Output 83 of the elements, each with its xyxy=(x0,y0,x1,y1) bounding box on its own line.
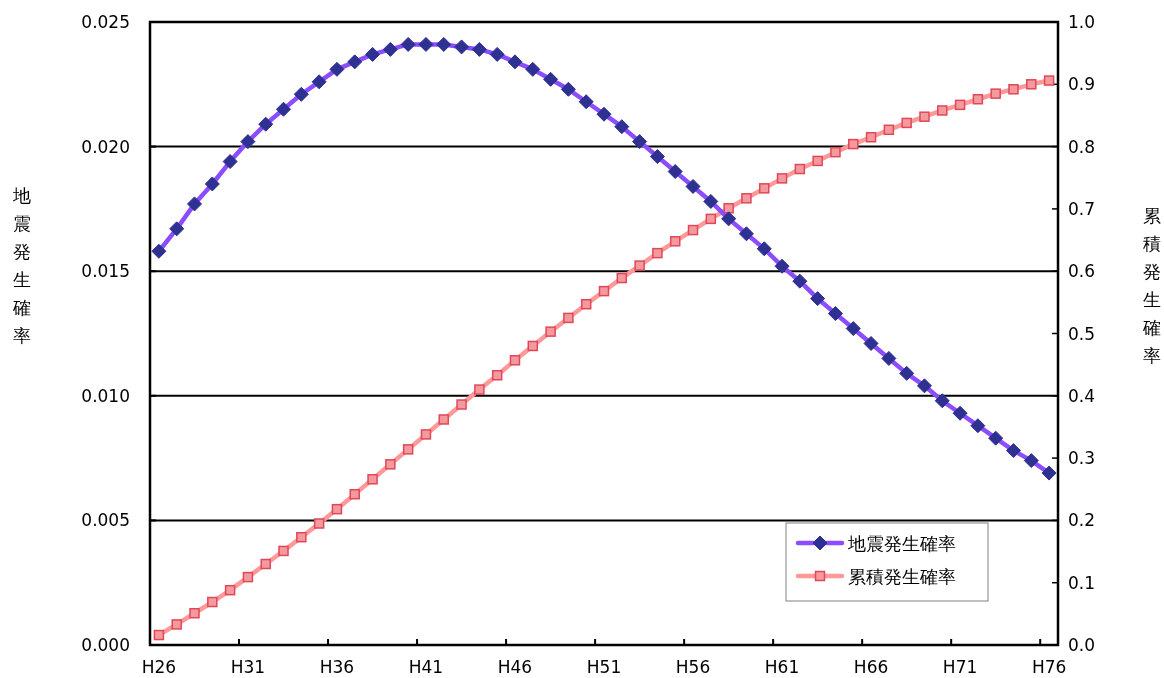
y-tick-label: 0.000 xyxy=(81,635,130,655)
y2-tick-label: 0.4 xyxy=(1068,385,1096,406)
point xyxy=(331,503,343,515)
point xyxy=(669,236,681,247)
point xyxy=(545,326,556,337)
y-tick-label: 0.020 xyxy=(81,136,130,157)
point xyxy=(812,155,823,167)
y2-tick-label: 0.9 xyxy=(1068,74,1096,95)
point xyxy=(741,193,752,204)
point xyxy=(830,146,841,158)
y2-tick-label: 0.7 xyxy=(1068,198,1096,219)
point xyxy=(509,355,521,366)
point xyxy=(491,369,503,381)
x-tick-label: H31 xyxy=(230,657,266,677)
legend-label: 累積発生確率 xyxy=(848,566,956,587)
y2-axis-title: 累積発生確率 xyxy=(1142,205,1161,366)
x-tick-label: H61 xyxy=(764,657,800,677)
point xyxy=(313,518,325,529)
y2-tick-label: 0.6 xyxy=(1068,261,1096,282)
point xyxy=(296,531,307,543)
point xyxy=(758,183,770,194)
point xyxy=(474,384,485,395)
y2-tick-label: 0.1 xyxy=(1068,572,1096,593)
y2-tick-label: 0.5 xyxy=(1068,323,1096,344)
point xyxy=(278,545,289,557)
point xyxy=(776,173,788,184)
y2-tick-label: 1.0 xyxy=(1068,12,1096,32)
point xyxy=(865,132,877,143)
x-tick-label: H76 xyxy=(1031,657,1067,677)
point xyxy=(972,94,984,105)
point xyxy=(616,272,628,284)
point xyxy=(954,99,966,111)
point xyxy=(242,571,254,583)
x-tick-label: H56 xyxy=(675,657,711,677)
legend-label: 地震発生確率 xyxy=(847,533,956,554)
x-tick-label: H51 xyxy=(586,657,622,677)
point xyxy=(1043,75,1055,86)
point xyxy=(349,488,360,500)
point xyxy=(153,629,165,641)
point xyxy=(687,224,699,236)
y2-tick-label: 0.0 xyxy=(1068,635,1096,655)
point xyxy=(580,298,592,310)
point xyxy=(189,607,200,619)
y-tick-label: 0.005 xyxy=(81,510,130,531)
y2-tick-label: 0.8 xyxy=(1068,136,1096,157)
x-tick-label: H36 xyxy=(319,657,355,677)
point xyxy=(919,111,930,122)
point xyxy=(634,260,645,271)
y-axis-title: 地震発生確率 xyxy=(12,185,31,346)
x-tick-label: H46 xyxy=(497,657,533,677)
point xyxy=(598,285,610,297)
point xyxy=(367,474,378,485)
x-tick-label: H71 xyxy=(942,657,978,677)
y2-tick-label: 0.2 xyxy=(1068,510,1096,531)
point xyxy=(563,312,574,324)
y2-tick-label: 0.3 xyxy=(1068,448,1096,469)
point xyxy=(794,163,806,175)
point xyxy=(883,124,895,136)
y-tick-label: 0.025 xyxy=(81,12,130,32)
point xyxy=(260,558,271,570)
point xyxy=(456,399,467,410)
point xyxy=(207,596,218,608)
point xyxy=(402,444,414,455)
point xyxy=(171,619,182,630)
point xyxy=(937,105,948,116)
point xyxy=(848,138,859,150)
point xyxy=(385,459,396,470)
point xyxy=(1026,79,1037,90)
x-tick-label: H66 xyxy=(853,657,889,677)
x-tick-label: H41 xyxy=(408,657,444,677)
point xyxy=(652,247,663,259)
point xyxy=(420,429,432,440)
point xyxy=(438,414,450,425)
y-tick-label: 0.015 xyxy=(81,261,130,282)
x-tick-label: H26 xyxy=(141,657,177,677)
point xyxy=(1008,84,1019,95)
point xyxy=(723,203,734,214)
point xyxy=(990,88,1001,99)
point xyxy=(527,340,539,352)
y-tick-label: 0.010 xyxy=(81,385,130,406)
point xyxy=(901,117,912,129)
point xyxy=(705,213,717,225)
point xyxy=(224,584,236,596)
